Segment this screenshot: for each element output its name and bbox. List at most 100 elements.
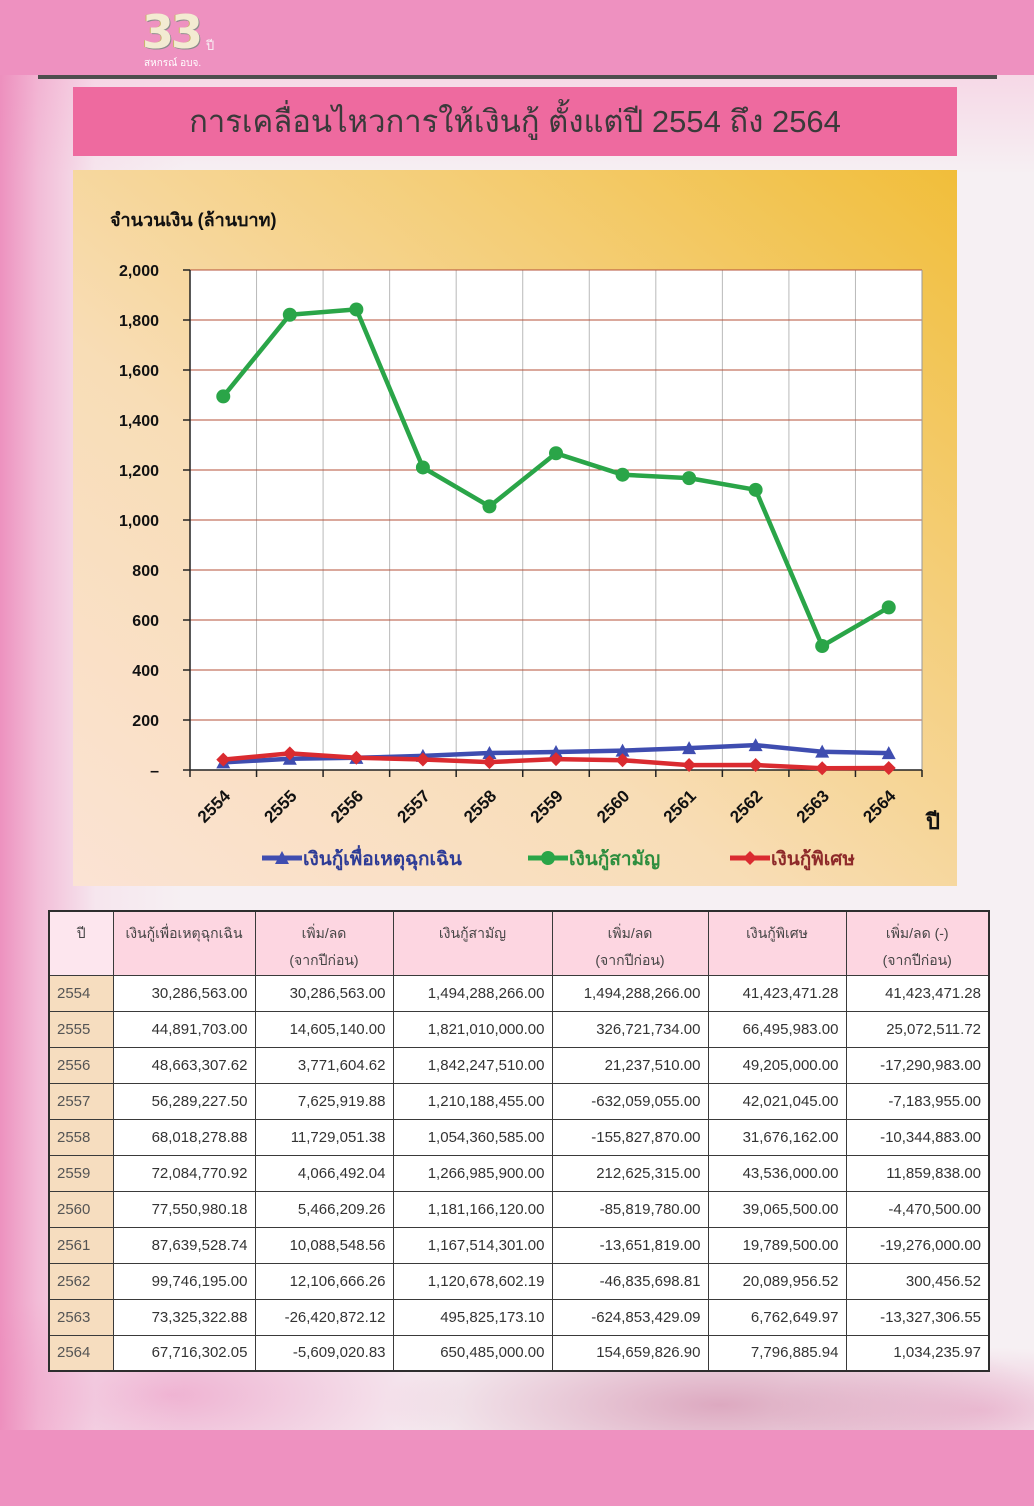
emergency-loan-point-2561 bbox=[682, 741, 697, 755]
emergency-change-cell: 7,625,919.88 bbox=[254, 1082, 394, 1120]
table-row: 2556 48,663,307.62 3,771,604.62 1,842,247,5… bbox=[48, 1046, 990, 1084]
emergency-loan-cell: 99,746,195.00 bbox=[112, 1262, 256, 1300]
special-loan-cell: 42,021,045.00 bbox=[707, 1082, 847, 1120]
ordinary-loan-cell: 1,167,514,301.00 bbox=[392, 1226, 553, 1264]
emergency-loan-point-2564 bbox=[881, 746, 896, 760]
year-cell: 2564 bbox=[48, 1334, 114, 1372]
ordinary-change-cell: -46,835,698.81 bbox=[551, 1262, 709, 1300]
ordinary-change-cell: -13,651,819.00 bbox=[551, 1226, 709, 1264]
special-loan-legend-marker bbox=[743, 851, 757, 865]
ordinary-loan-point-2558 bbox=[482, 499, 497, 514]
ordinary-loan-point-2557 bbox=[415, 460, 430, 475]
special-loan-cell: 19,789,500.00 bbox=[707, 1226, 847, 1264]
ordinary-change-cell: 21,237,510.00 bbox=[551, 1046, 709, 1084]
year-cell: 2560 bbox=[48, 1190, 114, 1228]
ordinary-loan-legend-label: เงินกู้สามัญ bbox=[569, 848, 660, 871]
ordinary-loan-cell: 1,842,247,510.00 bbox=[392, 1046, 553, 1084]
x-tick-label-2561: 2561 bbox=[660, 786, 700, 826]
header-special-change: เพิ่ม/ลด (-) (จากปีก่อน) bbox=[845, 910, 990, 976]
ordinary-change-cell: 212,625,315.00 bbox=[551, 1154, 709, 1192]
y-tick-label: 1,600 bbox=[119, 363, 159, 380]
logo-suffix: ปี bbox=[206, 38, 215, 53]
ordinary-change-cell: -155,827,870.00 bbox=[551, 1118, 709, 1156]
year-cell: 2559 bbox=[48, 1154, 114, 1192]
special-change-cell: -19,276,000.00 bbox=[845, 1226, 990, 1264]
ordinary-loan-cell: 1,120,678,602.19 bbox=[392, 1262, 553, 1300]
special-change-cell: -13,327,306.55 bbox=[845, 1298, 990, 1336]
emergency-change-cell: 3,771,604.62 bbox=[254, 1046, 394, 1084]
special-loan-point-2559 bbox=[549, 752, 563, 767]
emergency-loan-point-2562 bbox=[748, 738, 763, 752]
special-change-cell: 41,423,471.28 bbox=[845, 974, 990, 1012]
loan-table-container: ปี เงินกู้เพื่อเหตุฉุกเฉิน เพิ่ม/ลด (จากปีก… bbox=[48, 910, 990, 1372]
table-header: ปี เงินกู้เพื่อเหตุฉุกเฉิน เพิ่ม/ลด (จากปีก… bbox=[48, 910, 990, 976]
emergency-change-cell: 5,466,209.26 bbox=[254, 1190, 394, 1228]
table-row: 2557 56,289,227.50 7,625,919.88 1,210,188,4… bbox=[48, 1082, 990, 1120]
emergency-loan-cell: 30,286,563.00 bbox=[112, 974, 256, 1012]
header-line-1: ปี bbox=[76, 925, 86, 941]
y-tick-label: 2,000 bbox=[119, 263, 159, 280]
header-emergency-loan: เงินกู้เพื่อเหตุฉุกเฉิน bbox=[112, 910, 256, 976]
header-line-2: (จากปีก่อน) bbox=[595, 952, 665, 968]
header-ordinary-change: เพิ่ม/ลด (จากปีก่อน) bbox=[551, 910, 709, 976]
ordinary-change-cell: 326,721,734.00 bbox=[551, 1010, 709, 1048]
table-row: 2560 77,550,980.18 5,466,209.26 1,181,166,1… bbox=[48, 1190, 990, 1228]
y-tick-label: 800 bbox=[132, 563, 159, 580]
emergency-change-cell: 30,286,563.00 bbox=[254, 974, 394, 1012]
emergency-change-cell: 4,066,492.04 bbox=[254, 1154, 394, 1192]
ordinary-loan-cell: 1,054,360,585.00 bbox=[392, 1118, 553, 1156]
special-loan-point-2561 bbox=[682, 758, 697, 773]
plot-layer: – 200 400 600 800 1,000 1,200 1,400 1,600 1,800 2,… bbox=[119, 263, 923, 871]
header-divider bbox=[38, 75, 997, 79]
ordinary-loan-series bbox=[216, 302, 896, 654]
special-change-cell: -7,183,955.00 bbox=[845, 1082, 990, 1120]
cooperative-logo: 33 ปี สหกรณ์ อบจ. bbox=[140, 6, 230, 72]
ordinary-loan-point-2554 bbox=[216, 389, 231, 404]
emergency-loan-legend-marker bbox=[275, 851, 289, 864]
ordinary-loan-point-2564 bbox=[881, 600, 896, 615]
header-year: ปี bbox=[48, 910, 114, 976]
page-title: การเคลื่อนไหวการให้เงินกู้ ตั้งแต่ปี 255… bbox=[73, 87, 957, 156]
year-cell: 2561 bbox=[48, 1226, 114, 1264]
ordinary-loan-cell: 1,181,166,120.00 bbox=[392, 1190, 553, 1228]
emergency-change-cell: 12,106,666.26 bbox=[254, 1262, 394, 1300]
special-change-cell: -17,290,983.00 bbox=[845, 1046, 990, 1084]
ordinary-loan-cell: 650,485,000.00 bbox=[392, 1334, 553, 1372]
emergency-change-cell: -5,609,020.83 bbox=[254, 1334, 394, 1372]
ordinary-loan-point-2555 bbox=[282, 307, 297, 322]
year-cell: 2554 bbox=[48, 974, 114, 1012]
y-tick-label: 600 bbox=[132, 613, 159, 630]
header-line-1: เพิ่ม/ลด (-) bbox=[885, 925, 949, 941]
emergency-loan-cell: 44,891,703.00 bbox=[112, 1010, 256, 1048]
y-tick-label: 1,000 bbox=[119, 513, 159, 530]
special-loan-cell: 39,065,500.00 bbox=[707, 1190, 847, 1228]
ordinary-change-cell: 1,494,288,266.00 bbox=[551, 974, 709, 1012]
emergency-loan-legend-label: เงินกู้เพื่อเหตุฉุกเฉิน bbox=[303, 845, 462, 871]
chart-svg: – 200 400 600 800 1,000 1,200 1,400 1,600 1,800 2,… bbox=[110, 210, 940, 871]
ordinary-change-cell: -632,059,055.00 bbox=[551, 1082, 709, 1120]
table-header-row: ปี เงินกู้เพื่อเหตุฉุกเฉิน เพิ่ม/ลด (จากปีก… bbox=[48, 910, 990, 976]
emergency-loan-point-2560 bbox=[615, 743, 630, 757]
special-loan-point-2560 bbox=[615, 753, 630, 768]
y-tick-label: 1,200 bbox=[119, 463, 159, 480]
table-row: 2555 44,891,703.00 14,605,140.00 1,821,010,… bbox=[48, 1010, 990, 1048]
year-cell: 2555 bbox=[48, 1010, 114, 1048]
emergency-loan-legend-entry: เงินกู้เพื่อเหตุฉุกเฉิน bbox=[262, 845, 462, 871]
emergency-loan-cell: 67,716,302.05 bbox=[112, 1334, 256, 1372]
header-line-1: เพิ่ม/ลด bbox=[607, 925, 653, 941]
year-cell: 2563 bbox=[48, 1298, 114, 1336]
ordinary-change-cell: -624,853,429.09 bbox=[551, 1298, 709, 1336]
emergency-loan-cell: 56,289,227.50 bbox=[112, 1082, 256, 1120]
header-line-2: (จากปีก่อน) bbox=[289, 952, 359, 968]
header-line-1: เงินกู้เพื่อเหตุฉุกเฉิน bbox=[125, 925, 243, 941]
y-tick-label: 400 bbox=[132, 663, 159, 680]
x-tick-label-2564: 2564 bbox=[859, 786, 900, 827]
y-tick-label: 1,400 bbox=[119, 413, 159, 430]
year-cell: 2558 bbox=[48, 1118, 114, 1156]
loan-table: ปี เงินกู้เพื่อเหตุฉุกเฉิน เพิ่ม/ลด (จากปีก… bbox=[48, 910, 990, 1372]
emergency-change-cell: 11,729,051.38 bbox=[254, 1118, 394, 1156]
ordinary-loan-cell: 1,821,010,000.00 bbox=[392, 1010, 553, 1048]
ordinary-loan-point-2559 bbox=[549, 446, 563, 461]
emergency-loan-cell: 72,084,770.92 bbox=[112, 1154, 256, 1192]
